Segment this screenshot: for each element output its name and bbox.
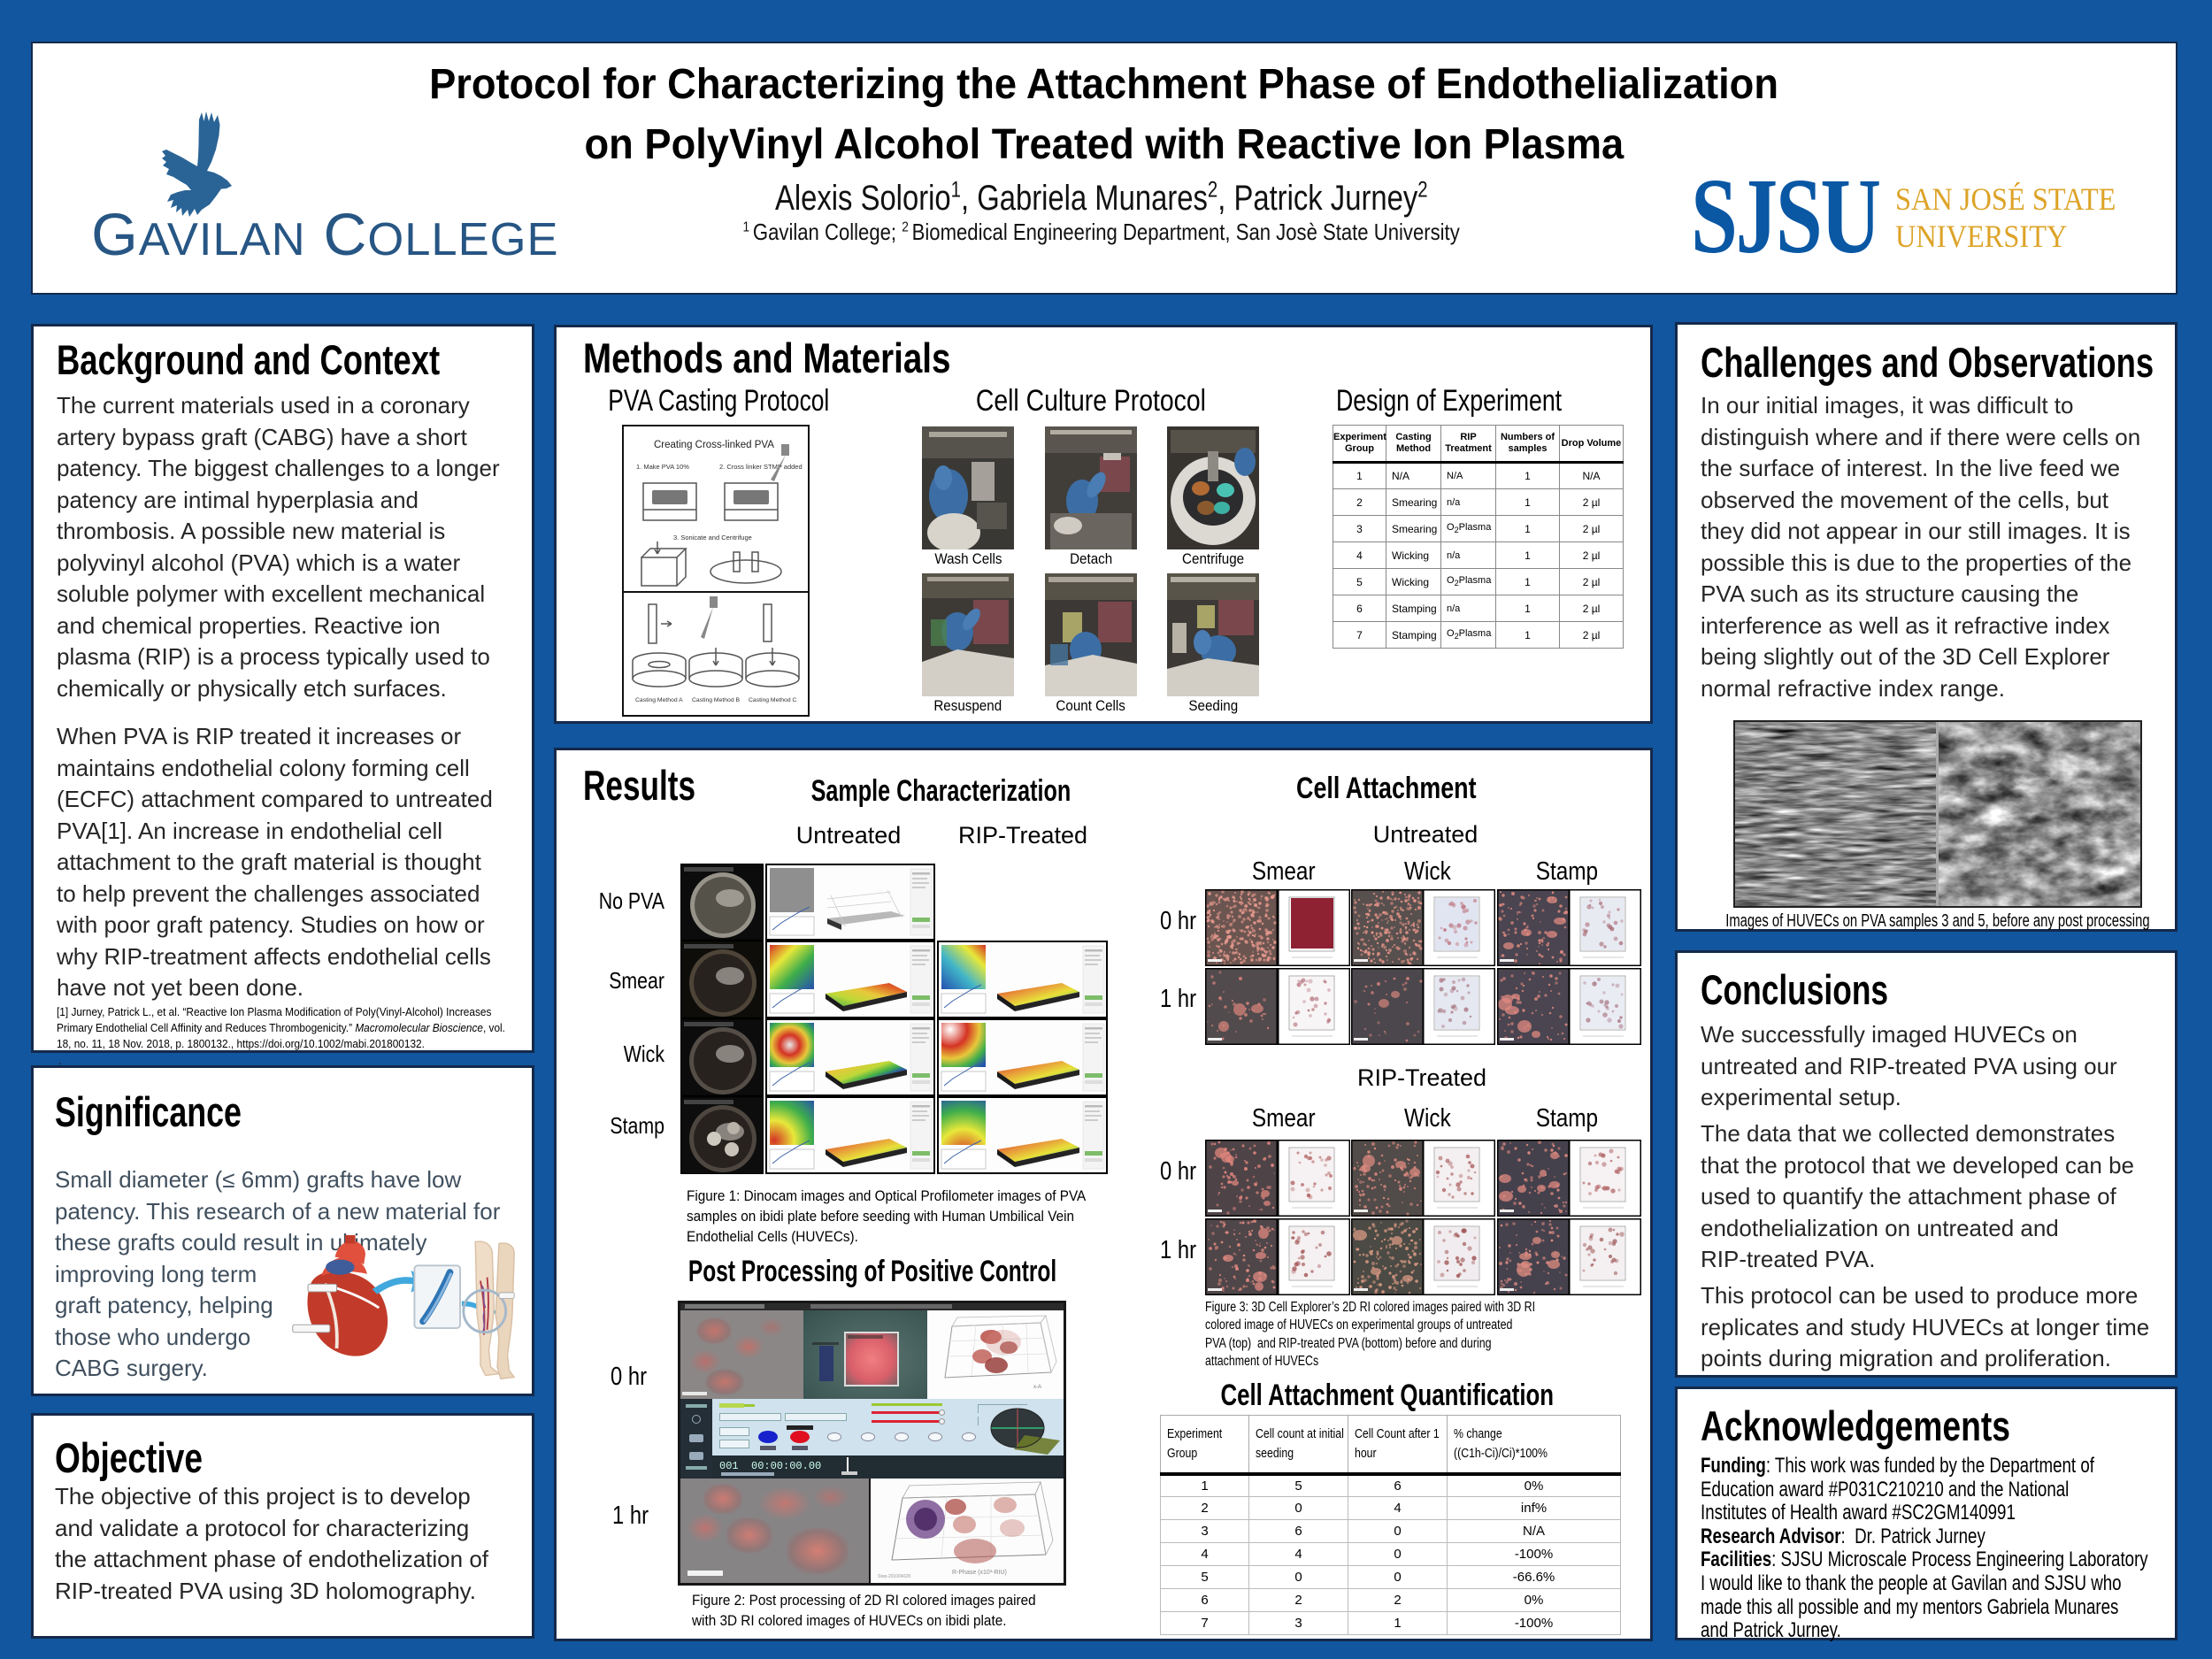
- svg-text:Casting Method A: Casting Method A: [635, 697, 683, 703]
- svg-text:Creating Cross-linked PVA: Creating Cross-linked PVA: [654, 440, 774, 450]
- svg-text:GAVILAN COLLEGE: GAVILAN COLLEGE: [91, 202, 558, 261]
- svg-text:Casting Method B: Casting Method B: [692, 697, 740, 703]
- svg-text:3. Sonicate and Centrifuge: 3. Sonicate and Centrifuge: [673, 534, 752, 541]
- svg-text:1. Make PVA 10%: 1. Make PVA 10%: [636, 463, 689, 471]
- svg-text:Step-201004028: Step-201004028: [878, 1574, 910, 1579]
- svg-text:x-A: x-A: [1033, 1385, 1041, 1390]
- svg-text:2. Cross linker STMP added: 2. Cross linker STMP added: [719, 463, 803, 471]
- svg-text:Casting Method C: Casting Method C: [749, 697, 796, 703]
- svg-text:R-Phase (x10³-RIU): R-Phase (x10³-RIU): [952, 1570, 1007, 1576]
